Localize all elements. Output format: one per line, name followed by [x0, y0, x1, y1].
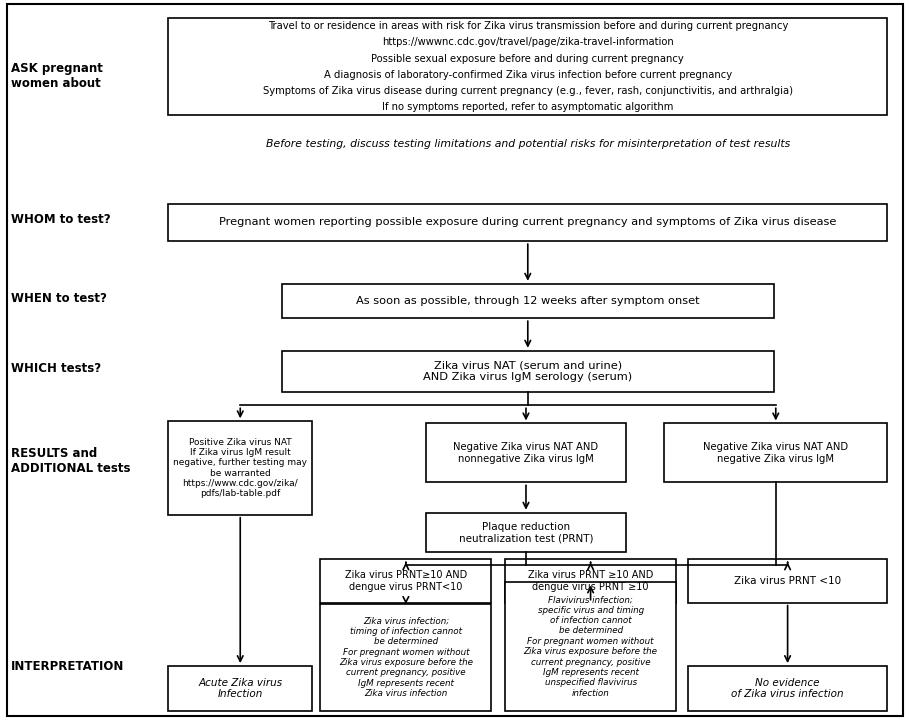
Text: Zika virus PRNT <10: Zika virus PRNT <10	[734, 576, 841, 586]
Text: Zika virus PRNT ≥10 AND
dengue virus PRNT ≥10: Zika virus PRNT ≥10 AND dengue virus PRN…	[528, 570, 653, 592]
Text: WHEN to test?: WHEN to test?	[11, 292, 106, 305]
Text: Zika virus infection;
timing of infection cannot
be determined
For pregnant wome: Zika virus infection; timing of infectio…	[339, 616, 473, 698]
Bar	[505, 582, 676, 711]
Text: ASK pregnant
women about: ASK pregnant women about	[11, 62, 103, 89]
Bar	[688, 666, 887, 711]
Bar	[168, 666, 312, 711]
Text: A diagnosis of laboratory-confirmed Zika virus infection before current pregnanc: A diagnosis of laboratory-confirmed Zika…	[324, 70, 732, 80]
Bar	[282, 284, 774, 318]
Bar	[664, 423, 887, 482]
Bar	[320, 559, 491, 603]
Text: Before testing, discuss testing limitations and potential risks for misinterpret: Before testing, discuss testing limitati…	[266, 139, 790, 149]
Bar	[320, 604, 491, 711]
Bar	[168, 421, 312, 515]
Text: Zika virus PRNT≥10 AND
dengue virus PRNT<10: Zika virus PRNT≥10 AND dengue virus PRNT…	[345, 570, 467, 592]
Text: As soon as possible, through 12 weeks after symptom onset: As soon as possible, through 12 weeks af…	[356, 296, 700, 306]
Text: Symptoms of Zika virus disease during current pregnancy (e.g., fever, rash, conj: Symptoms of Zika virus disease during cu…	[263, 86, 793, 96]
Bar	[282, 351, 774, 392]
Bar	[168, 18, 887, 115]
Text: Positive Zika virus NAT
If Zika virus IgM result
negative, further testing may
b: Positive Zika virus NAT If Zika virus Ig…	[173, 438, 308, 498]
Bar	[426, 423, 626, 482]
Text: WHICH tests?: WHICH tests?	[11, 362, 101, 375]
Text: Possible sexual exposure before and during current pregnancy: Possible sexual exposure before and duri…	[371, 53, 684, 63]
Text: WHOM to test?: WHOM to test?	[11, 213, 110, 226]
Bar	[505, 559, 676, 603]
Text: https://wwwnc.cdc.gov/travel/page/zika-travel-information: https://wwwnc.cdc.gov/travel/page/zika-t…	[382, 37, 673, 48]
Text: Acute Zika virus
Infection: Acute Zika virus Infection	[198, 678, 282, 699]
Text: Pregnant women reporting possible exposure during current pregnancy and symptoms: Pregnant women reporting possible exposu…	[219, 217, 836, 228]
Text: Negative Zika virus NAT AND
negative Zika virus IgM: Negative Zika virus NAT AND negative Zik…	[703, 442, 848, 464]
Text: Plaque reduction
neutralization test (PRNT): Plaque reduction neutralization test (PR…	[459, 521, 593, 543]
Text: RESULTS and
ADDITIONAL tests: RESULTS and ADDITIONAL tests	[11, 447, 130, 474]
Bar	[426, 513, 626, 552]
Text: No evidence
of Zika virus infection: No evidence of Zika virus infection	[732, 678, 844, 699]
Bar	[168, 204, 887, 241]
Text: Flavivirus infection;
specific virus and timing
of infection cannot
be determine: Flavivirus infection; specific virus and…	[523, 595, 658, 698]
Text: Zika virus NAT (serum and urine)
AND Zika virus IgM serology (serum): Zika virus NAT (serum and urine) AND Zik…	[423, 361, 632, 382]
Text: INTERPRETATION: INTERPRETATION	[11, 660, 125, 672]
Text: Negative Zika virus NAT AND
nonnegative Zika virus IgM: Negative Zika virus NAT AND nonnegative …	[453, 442, 599, 464]
Text: Travel to or residence in areas with risk for Zika virus transmission before and: Travel to or residence in areas with ris…	[268, 21, 788, 31]
Bar	[688, 559, 887, 603]
Text: If no symptoms reported, refer to asymptomatic algorithm: If no symptoms reported, refer to asympt…	[382, 102, 673, 112]
